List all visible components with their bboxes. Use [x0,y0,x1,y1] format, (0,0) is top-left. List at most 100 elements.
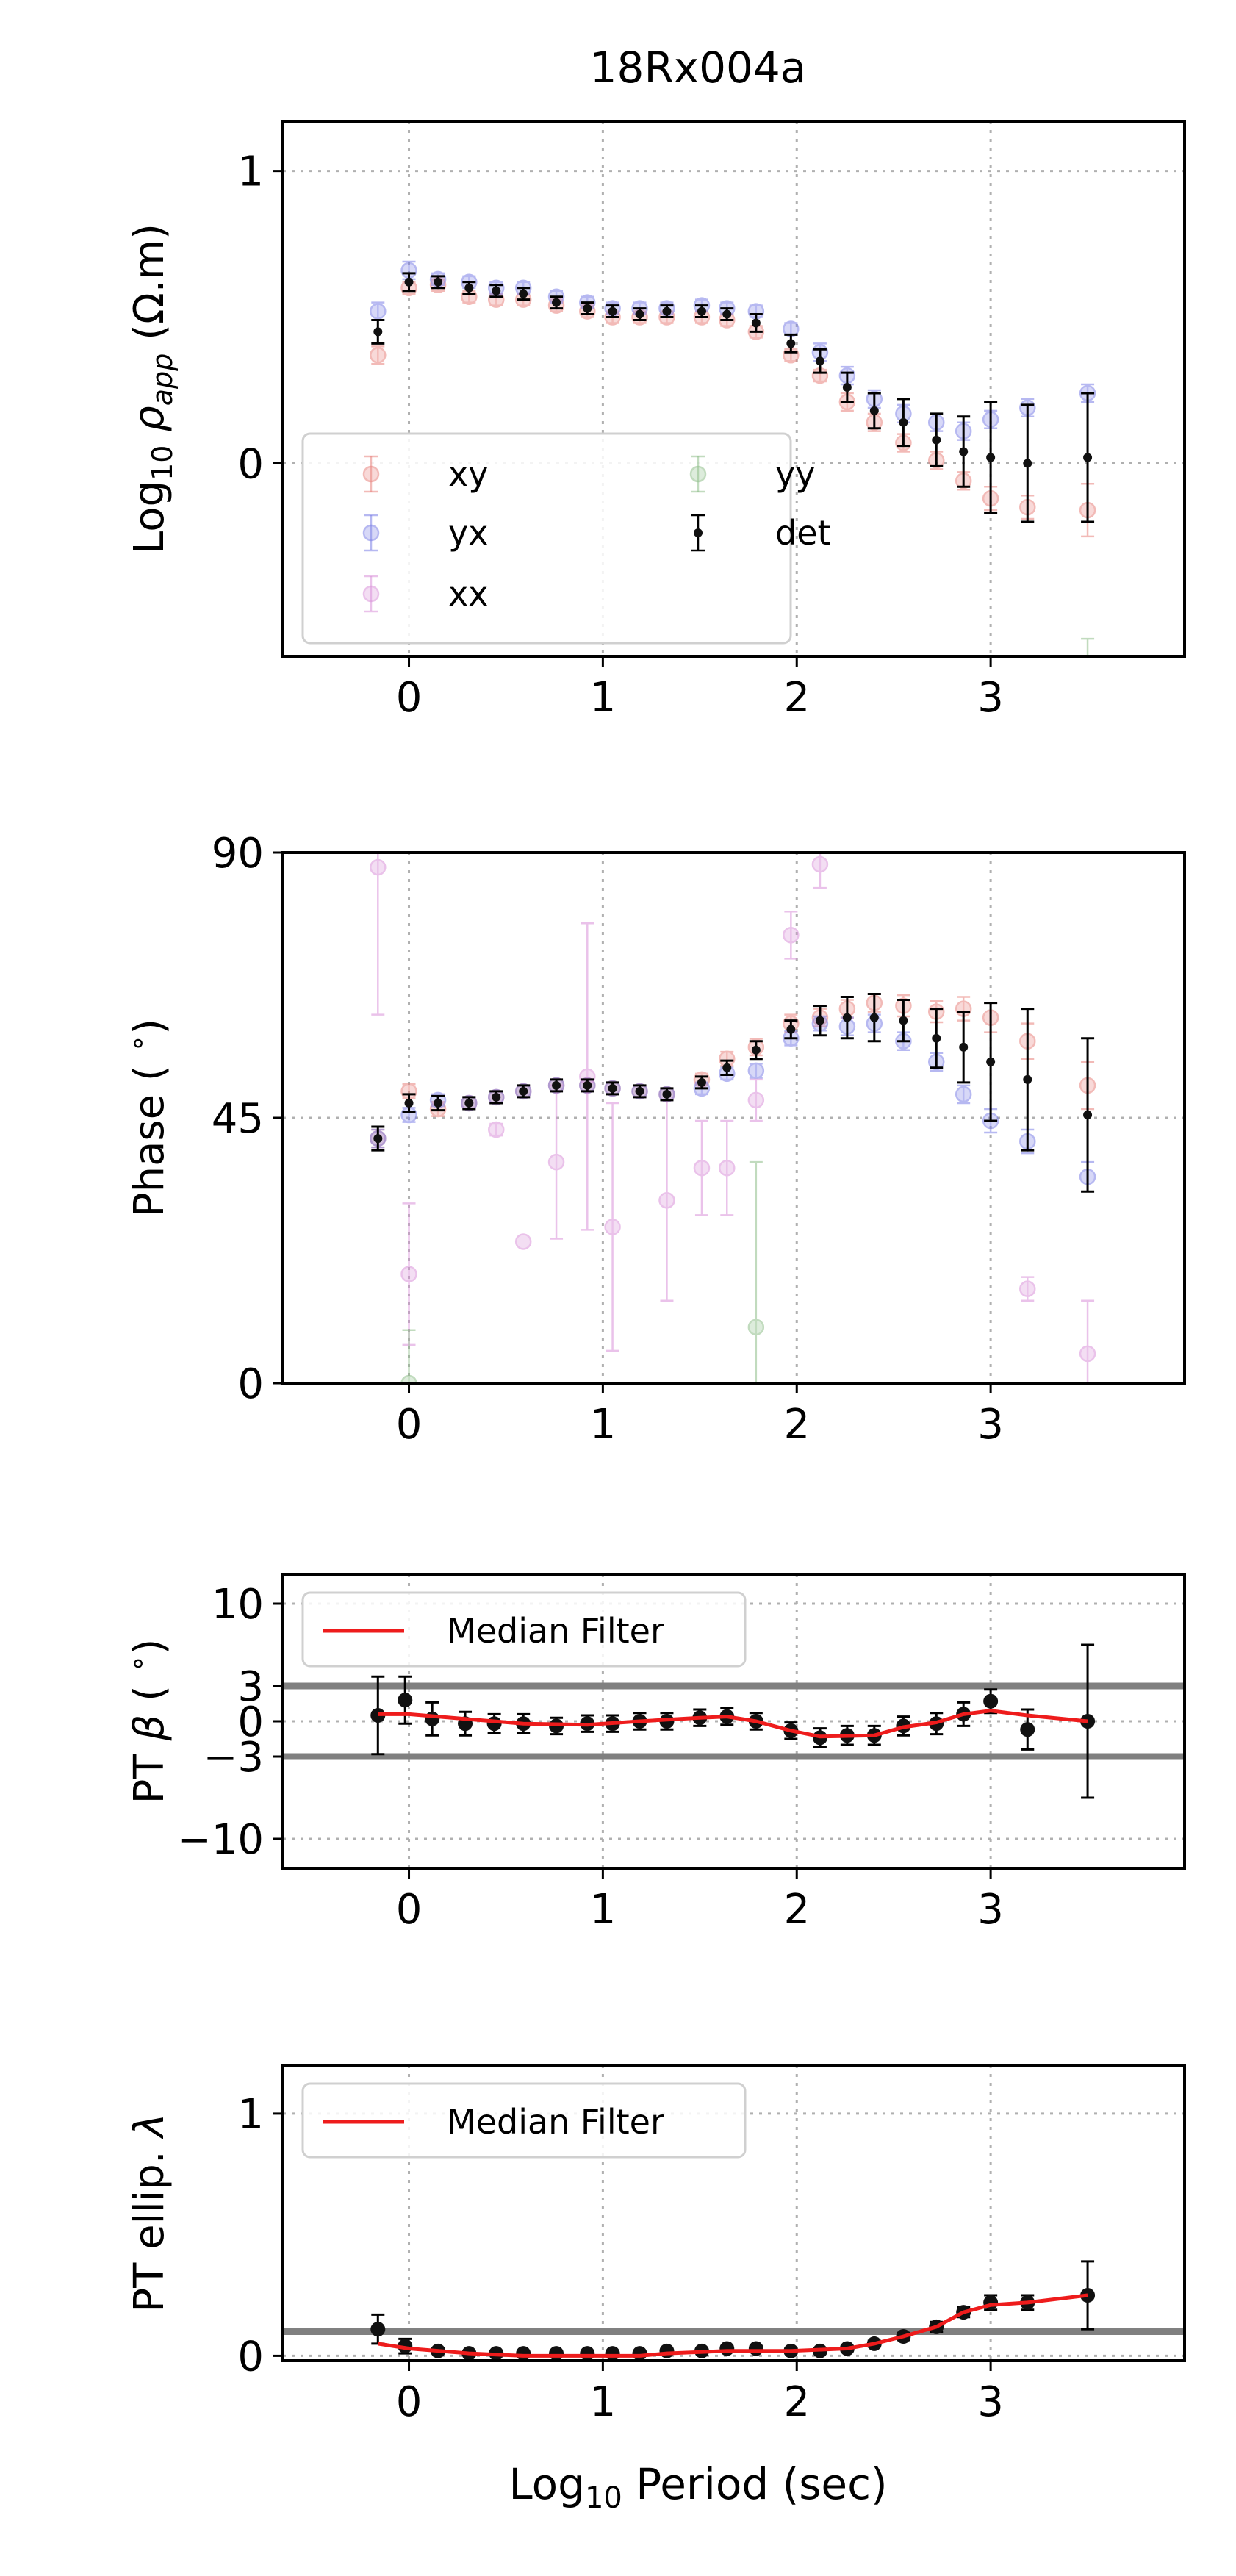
data-point [605,2346,620,2361]
data-point [402,272,416,293]
legend-label: yx [448,513,488,553]
y-tick-label: −10 [177,1816,264,1864]
data-point [462,1096,476,1111]
data-point [550,1078,564,1093]
axes-frame [281,2064,1186,2362]
data-point [897,398,910,448]
data-point [783,320,800,337]
panel-rho: 0 1 2 3 0 1 Log10 ρapp (Ω.m) xy yx xx yy det [126,120,1186,722]
data-point [747,1078,765,1122]
data-point [659,2343,675,2358]
data-point [516,2346,531,2361]
legend: Median Filter [301,2082,747,2159]
legend-label: yy [775,454,815,494]
data-point [431,1094,445,1112]
data-point [813,1005,827,1037]
x-tick-label: 0 [396,1886,423,1934]
x-tick-label: 1 [590,1401,617,1449]
data-point [867,993,881,1043]
data-point [957,1011,971,1084]
data-point [1081,637,1095,656]
axes-frame [281,120,1186,658]
data-point [867,392,881,430]
data-point [549,2346,564,2361]
data-point [370,853,387,1016]
x-tick-label: 0 [396,2378,423,2426]
data-point [747,1160,765,1383]
data-point [370,345,387,365]
data-point [371,1125,385,1152]
data-point [402,1093,416,1113]
y-tick-label: 1 [237,148,264,196]
data-point [462,281,476,295]
x-tick-label: 2 [783,2378,810,2426]
y-axis-label: Phase ( ∘) [121,1019,173,1217]
data-point [897,999,910,1043]
median-filter-line [377,2293,1088,2358]
data-point [1021,1008,1035,1152]
x-tick-label: 2 [783,674,810,722]
data-point [400,1202,417,1346]
data-point [784,333,798,354]
plot-area [370,260,1096,656]
data-point [694,304,708,319]
x-tick-label: 3 [977,1886,1004,1934]
data-point [783,910,800,960]
y-axis-label: Log10 ρapp (Ω.m) [126,223,179,554]
data-point [748,2341,763,2356]
figure-title: 18Rx004a [590,43,807,93]
y-tick-label: 1 [237,2091,264,2139]
y-tick-label: 45 [212,1095,264,1143]
data-point [632,2346,647,2361]
data-point [811,853,829,889]
data-point [547,1084,565,1240]
data-point [840,996,854,1040]
data-point [431,275,445,290]
data-point [489,1090,503,1105]
y-tick-label: 90 [212,830,264,878]
data-point [720,307,734,322]
data-point [747,1062,765,1080]
data-point [840,371,854,403]
y-axis-label: PT ellip. λ [126,2113,173,2312]
x-tick-label: 3 [977,2378,1004,2426]
data-point [719,2341,735,2356]
panel-ellip: 0 1 2 3 0 1 PT ellip. λ Median Filter [126,2064,1186,2426]
plot-area [370,1643,1096,1799]
data-point [955,1084,972,1105]
series-median-filter [378,1709,1088,1739]
y-tick-label: 10 [212,1581,264,1629]
y-axis-label: PT β ( ∘) [121,1639,173,1804]
y-tick-label: 0 [237,1360,264,1408]
data-point [719,1119,736,1216]
data-point [371,319,385,345]
data-point [488,1121,505,1138]
x-tick-label: 3 [977,674,1004,722]
panel-phase: 0 1 2 3 0 45 90 Phase ( ∘) [121,830,1186,1449]
data-point [400,1329,417,1383]
x-tick-label: 2 [783,1401,810,1449]
series-yy [1081,637,1095,656]
data-point [1079,1299,1096,1383]
data-point [749,1040,763,1061]
x-tick-label: 3 [977,1401,1004,1449]
series-yy [400,1160,765,1383]
x-axis-label: Log10 Period (sec) [509,2459,887,2515]
data-point [1021,403,1035,523]
data-point [984,1002,998,1122]
plot-area [370,853,1096,1383]
y-tick-label: 3 [237,1663,264,1711]
legend-entry-yx: yx [362,513,488,553]
y-tick-label: −3 [203,1734,264,1782]
data-point [694,1075,708,1090]
data-point [719,1050,736,1068]
data-point [957,415,971,488]
data-point [784,1019,798,1040]
legend-label: xx [448,574,488,614]
x-tick-label: 1 [590,674,617,722]
legend-label: xy [448,454,488,494]
data-point [930,412,944,467]
series-det [371,272,1095,523]
